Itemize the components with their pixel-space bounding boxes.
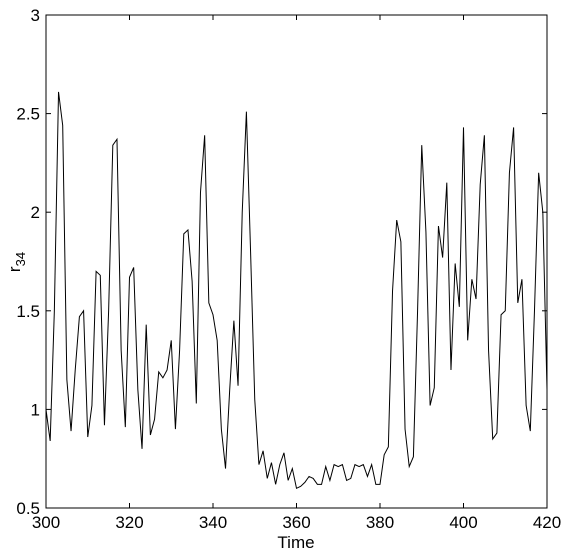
x-tick-label: 400	[449, 513, 477, 532]
x-tick-label: 360	[282, 513, 310, 532]
x-axis-label: Time	[277, 533, 314, 552]
data-line	[45, 91, 548, 490]
y-axis-label-sub: 34	[13, 252, 28, 266]
y-tick-label: 1	[31, 400, 40, 419]
y-tick-label: 2.5	[16, 105, 40, 124]
x-tick-label: 300	[32, 513, 60, 532]
y-tick-label: 2	[31, 203, 40, 222]
x-tick-label: 380	[366, 513, 394, 532]
y-axis-label-base: r	[5, 266, 24, 272]
y-tick-label: 3	[31, 6, 40, 25]
y-tick-label: 1.5	[16, 302, 40, 321]
y-tick-label: 0.5	[16, 499, 40, 518]
x-tick-label: 320	[115, 513, 143, 532]
x-tick-label: 420	[533, 513, 561, 532]
plot-frame	[45, 14, 548, 509]
y-axis-label: r34	[5, 252, 28, 272]
x-tick-label: 340	[199, 513, 227, 532]
